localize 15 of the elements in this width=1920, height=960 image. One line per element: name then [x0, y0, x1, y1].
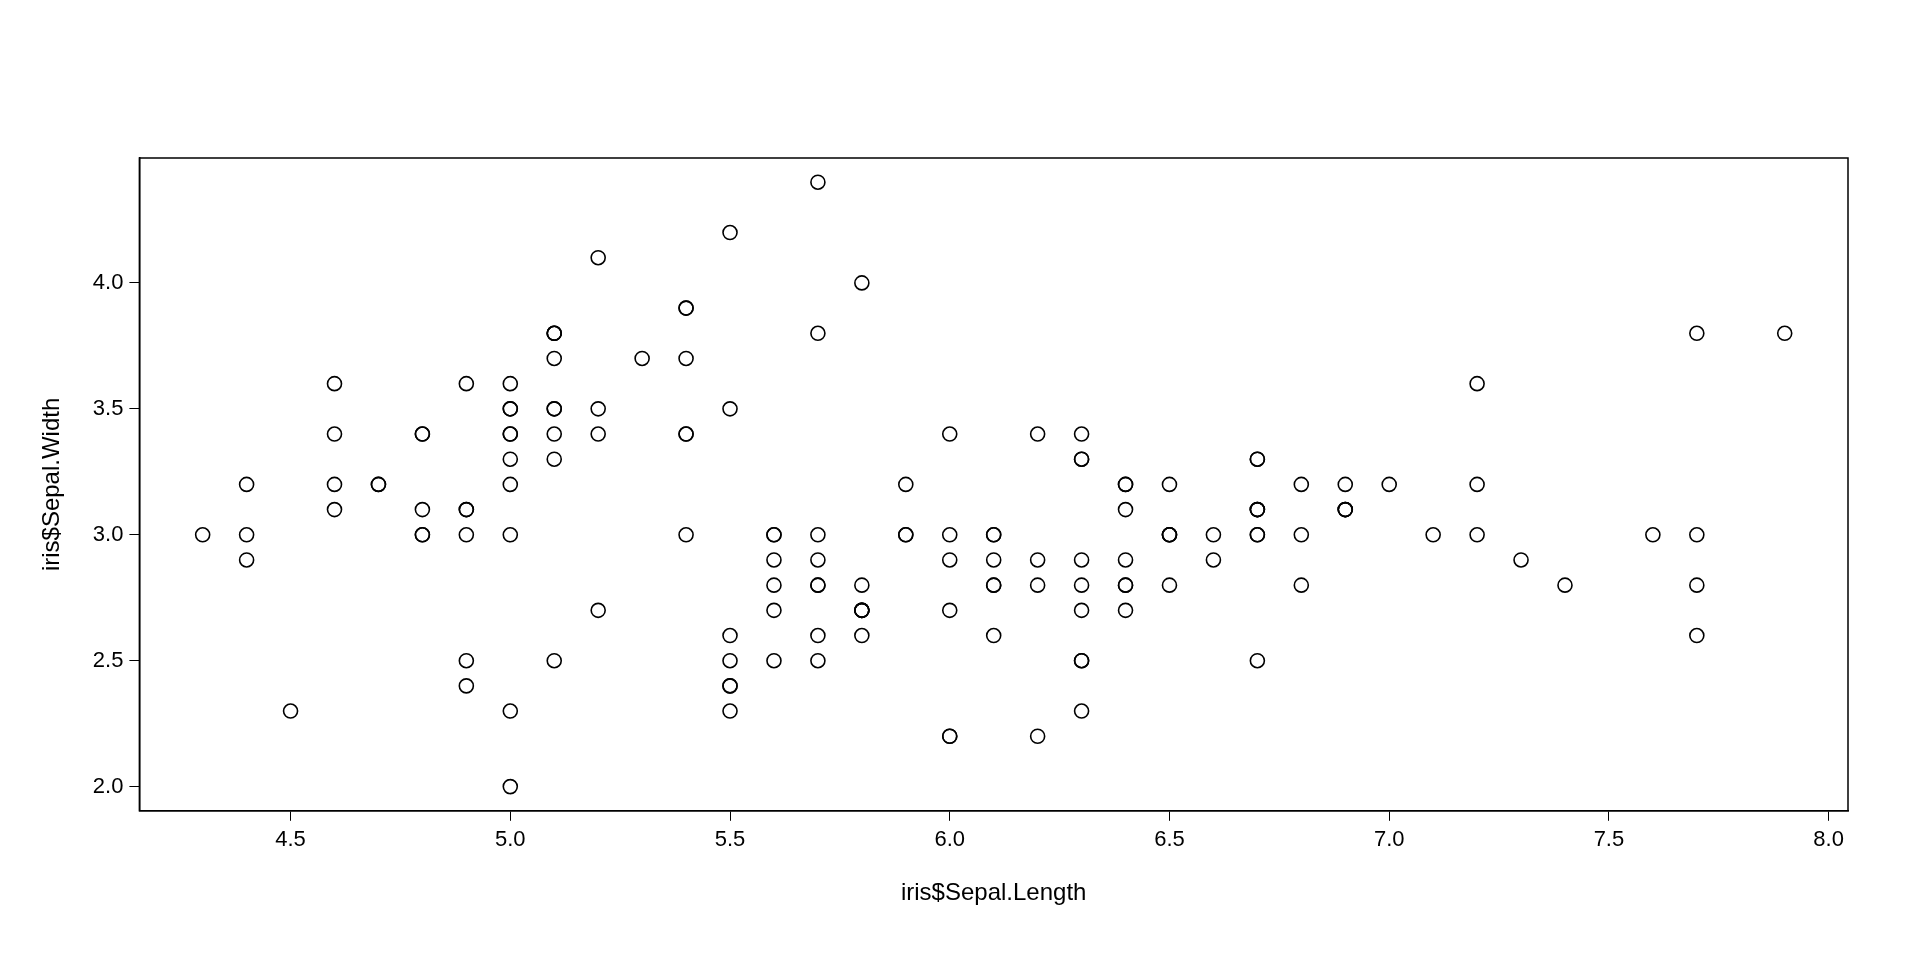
- y-axis-title: iris$Sepal.Width: [37, 397, 65, 572]
- x-tick-label: 4.5: [275, 826, 306, 852]
- y-tick-label: 2.0: [92, 772, 124, 798]
- x-tick-label: 8.0: [1813, 826, 1844, 852]
- x-tick-label: 7.5: [1593, 826, 1625, 852]
- x-tick-label: 5.0: [494, 826, 526, 852]
- y-tick-label: 3.5: [92, 394, 124, 420]
- x-axis-title: iris$Sepal.Length: [900, 878, 1087, 906]
- x-tick-label: 6.5: [1154, 826, 1185, 852]
- x-tick-label: 5.5: [714, 826, 746, 852]
- y-tick-label: 2.5: [92, 646, 124, 672]
- x-tick-label: 7.0: [1373, 826, 1405, 852]
- x-tick-label: 6.0: [934, 826, 966, 852]
- y-tick-label: 3.0: [92, 520, 124, 546]
- y-tick-label: 4.0: [92, 268, 124, 294]
